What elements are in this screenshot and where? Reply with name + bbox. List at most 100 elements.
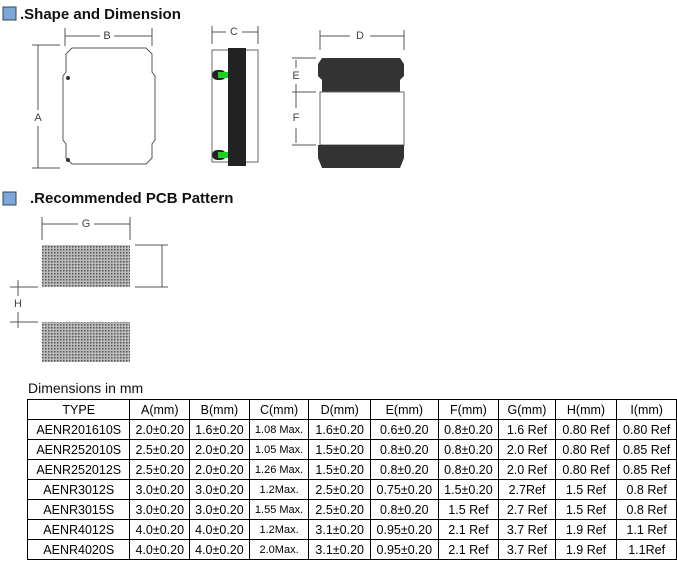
cell: 4.0±0.20 bbox=[189, 539, 250, 560]
top-view bbox=[32, 28, 156, 169]
cell: H(mm) bbox=[554, 399, 618, 420]
cell: 0.80 Ref bbox=[554, 459, 618, 480]
cell: 1.5 Ref bbox=[554, 499, 618, 520]
cell: G(mm) bbox=[498, 399, 556, 420]
cell: 1.6±0.20 bbox=[189, 419, 250, 440]
cell: 3.1±0.20 bbox=[308, 539, 371, 560]
cell: 2.0±0.20 bbox=[129, 419, 191, 440]
section-title: .Shape and Dimension bbox=[20, 6, 181, 23]
cell: 4.0±0.20 bbox=[129, 519, 191, 540]
cell: 0.8±0.20 bbox=[370, 499, 439, 520]
cell: 1.2Max. bbox=[248, 519, 310, 540]
cell: 0.8±0.20 bbox=[437, 419, 500, 440]
cell: C(mm) bbox=[248, 399, 310, 420]
cell: 2.5±0.20 bbox=[308, 479, 371, 500]
cell: 0.8 Ref bbox=[616, 479, 677, 500]
dim-label: G bbox=[82, 218, 91, 230]
cell: AENR252012S bbox=[26, 459, 131, 480]
cell: 1.5 Ref bbox=[437, 499, 500, 520]
pcb-pattern bbox=[10, 217, 168, 362]
table-row: AENR201610S 2.0±0.20 1.6±0.20 1.08 Max. 1.6±… bbox=[26, 419, 677, 440]
cell: 0.80 Ref bbox=[554, 439, 618, 460]
cell: 2.0 Ref bbox=[498, 439, 556, 460]
dim-label: A bbox=[34, 112, 42, 124]
dim-label: D bbox=[356, 30, 364, 42]
cell: I(mm) bbox=[616, 399, 677, 420]
cell: AENR201610S bbox=[26, 419, 131, 440]
cell: 0.85 Ref bbox=[616, 439, 677, 460]
cell: 4.0±0.20 bbox=[129, 539, 191, 560]
cell: 2.0±0.20 bbox=[189, 459, 250, 480]
cell: 0.95±0.20 bbox=[370, 539, 439, 560]
cell: 0.8±0.20 bbox=[370, 439, 439, 460]
table-row: AENR4020S 4.0±0.20 4.0±0.20 2.0Max. 3.1±0.20… bbox=[26, 539, 677, 560]
cell: 0.80 Ref bbox=[554, 419, 618, 440]
cell: F(mm) bbox=[437, 399, 500, 420]
cell: 1.9 Ref bbox=[554, 539, 618, 560]
table-row: AENR4012S 4.0±0.20 4.0±0.20 1.2Max. 3.1±0.20… bbox=[26, 519, 677, 540]
cell: 3.0±0.20 bbox=[129, 479, 191, 500]
cell: 0.8±0.20 bbox=[437, 459, 500, 480]
cell: AENR4020S bbox=[26, 539, 131, 560]
drawings: .Shape and Dimension B A C D E F .Recomm… bbox=[2, 6, 405, 362]
cell: 2.7Ref bbox=[498, 479, 556, 500]
cell: 1.26 Max. bbox=[248, 459, 310, 480]
cell: 2.5±0.20 bbox=[129, 459, 191, 480]
cell: 1.6±0.20 bbox=[308, 419, 371, 440]
cell: 2.0±0.20 bbox=[189, 439, 250, 460]
cell: 3.0±0.20 bbox=[189, 499, 250, 520]
cell: 2.5±0.20 bbox=[308, 499, 371, 520]
icon bbox=[2, 191, 17, 206]
table-row: AENR3012S 3.0±0.20 3.0±0.20 1.2Max. 2.5±0.20… bbox=[26, 479, 677, 500]
icon bbox=[2, 6, 17, 21]
cell: 1.5 Ref bbox=[554, 479, 618, 500]
cell: A(mm) bbox=[129, 399, 191, 420]
cell: 0.75±0.20 bbox=[370, 479, 439, 500]
front-view bbox=[292, 30, 405, 168]
cell: 1.08 Max. bbox=[248, 419, 310, 440]
cell: 1.5±0.20 bbox=[437, 479, 500, 500]
cell: 1.5±0.20 bbox=[308, 459, 371, 480]
cell: 0.95±0.20 bbox=[370, 519, 439, 540]
cell: E(mm) bbox=[370, 399, 439, 420]
cell: 1.1Ref bbox=[616, 539, 677, 560]
cell: 0.6±0.20 bbox=[370, 419, 439, 440]
cell: 2.1 Ref bbox=[437, 519, 500, 540]
cell: 1.05 Max. bbox=[248, 439, 310, 460]
dim-label: F bbox=[293, 112, 300, 124]
cell: 3.1±0.20 bbox=[308, 519, 371, 540]
cell: B(mm) bbox=[189, 399, 250, 420]
cell: AENR3015S bbox=[26, 499, 131, 520]
cell: AENR4012S bbox=[26, 519, 131, 540]
cell: 4.0±0.20 bbox=[189, 519, 250, 540]
cell: 3.0±0.20 bbox=[129, 499, 191, 520]
cell: 2.5±0.20 bbox=[129, 439, 191, 460]
header-row: TYPE A(mm) B(mm) C(mm) D(mm) E(mm) F(mm) G(mm) H… bbox=[26, 399, 677, 420]
cell: 1.9 Ref bbox=[554, 519, 618, 540]
section-title: .Recommended PCB Pattern bbox=[30, 190, 233, 207]
cell: 2.7 Ref bbox=[498, 499, 556, 520]
table-row: AENR252010S 2.5±0.20 2.0±0.20 1.05 Max. 1.5±… bbox=[26, 439, 677, 460]
cell: 0.80 Ref bbox=[616, 419, 677, 440]
dim-label: B bbox=[103, 30, 110, 42]
dim-label: H bbox=[14, 298, 22, 310]
cell: 1.6 Ref bbox=[498, 419, 556, 440]
cell: 1.1 Ref bbox=[616, 519, 677, 540]
cell: 3.7 Ref bbox=[498, 519, 556, 540]
cell: 0.85 Ref bbox=[616, 459, 677, 480]
cell: 0.8 Ref bbox=[616, 499, 677, 520]
dimension-table: TYPE A(mm) B(mm) C(mm) D(mm) E(mm) F(mm) G(mm) H… bbox=[26, 399, 677, 560]
cell: 2.0Max. bbox=[248, 539, 310, 560]
cell: 0.8±0.20 bbox=[437, 439, 500, 460]
table-row: AENR3015S 3.0±0.20 3.0±0.20 1.55 Max. 2.5±0.… bbox=[26, 499, 677, 520]
cell: 0.8±0.20 bbox=[370, 459, 439, 480]
cell: 3.0±0.20 bbox=[189, 479, 250, 500]
cell: 1.2Max. bbox=[248, 479, 310, 500]
side-view bbox=[211, 26, 259, 166]
dim-label: C bbox=[230, 26, 238, 38]
cell: TYPE bbox=[26, 399, 131, 420]
cell: AENR252010S bbox=[26, 439, 131, 460]
cell: 2.1 Ref bbox=[437, 539, 500, 560]
cell: 1.55 Max. bbox=[248, 499, 310, 520]
